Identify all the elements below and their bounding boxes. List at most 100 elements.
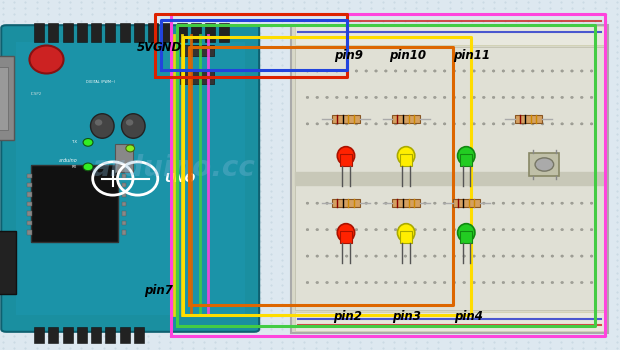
Bar [77, 23, 87, 42]
Ellipse shape [580, 281, 583, 284]
Ellipse shape [531, 255, 534, 257]
Ellipse shape [502, 202, 505, 204]
Ellipse shape [570, 229, 574, 231]
Ellipse shape [414, 281, 417, 284]
Ellipse shape [374, 202, 378, 204]
Ellipse shape [414, 229, 417, 231]
Bar [48, 327, 58, 343]
Ellipse shape [384, 202, 388, 204]
Ellipse shape [306, 281, 309, 284]
Ellipse shape [374, 96, 378, 99]
Ellipse shape [492, 255, 495, 257]
Ellipse shape [541, 229, 544, 231]
Text: pin11: pin11 [453, 49, 490, 63]
Ellipse shape [570, 122, 574, 125]
Bar [460, 231, 472, 243]
Text: pin9: pin9 [334, 49, 363, 63]
Ellipse shape [482, 96, 485, 99]
Ellipse shape [590, 229, 593, 231]
Bar [205, 23, 215, 42]
Bar [392, 199, 420, 207]
Ellipse shape [521, 281, 525, 284]
Bar [134, 23, 144, 42]
Ellipse shape [433, 122, 436, 125]
Ellipse shape [443, 202, 446, 204]
Ellipse shape [394, 70, 397, 72]
Ellipse shape [551, 202, 554, 204]
Ellipse shape [580, 229, 583, 231]
Ellipse shape [365, 122, 368, 125]
Ellipse shape [443, 96, 446, 99]
Ellipse shape [443, 70, 446, 72]
Ellipse shape [492, 96, 495, 99]
Ellipse shape [433, 202, 436, 204]
Ellipse shape [482, 122, 485, 125]
Ellipse shape [316, 202, 319, 204]
Bar [0, 66, 8, 130]
Ellipse shape [316, 255, 319, 257]
Bar [294, 26, 604, 46]
Ellipse shape [453, 70, 456, 72]
Ellipse shape [512, 255, 515, 257]
Text: UNO: UNO [164, 172, 195, 185]
Ellipse shape [472, 281, 476, 284]
Ellipse shape [394, 202, 397, 204]
Ellipse shape [423, 70, 427, 72]
Ellipse shape [482, 70, 485, 72]
Ellipse shape [374, 255, 378, 257]
Ellipse shape [560, 255, 564, 257]
Ellipse shape [423, 122, 427, 125]
Ellipse shape [472, 96, 476, 99]
Ellipse shape [345, 229, 348, 231]
Ellipse shape [335, 229, 339, 231]
Bar [48, 23, 58, 42]
Ellipse shape [355, 202, 358, 204]
Ellipse shape [463, 229, 466, 231]
Ellipse shape [512, 281, 515, 284]
Bar [27, 230, 32, 235]
Bar [515, 115, 542, 123]
Ellipse shape [590, 122, 593, 125]
Ellipse shape [326, 70, 329, 72]
Text: pin2: pin2 [333, 310, 361, 323]
Ellipse shape [472, 202, 476, 204]
Ellipse shape [394, 255, 397, 257]
Ellipse shape [443, 255, 446, 257]
Ellipse shape [316, 229, 319, 231]
Ellipse shape [502, 96, 505, 99]
Ellipse shape [492, 122, 495, 125]
Ellipse shape [345, 281, 348, 284]
Ellipse shape [472, 229, 476, 231]
Ellipse shape [570, 281, 574, 284]
Ellipse shape [355, 281, 358, 284]
Ellipse shape [404, 122, 407, 125]
Bar [162, 23, 172, 42]
Ellipse shape [535, 158, 554, 171]
Ellipse shape [355, 255, 358, 257]
Ellipse shape [126, 119, 133, 126]
Ellipse shape [337, 147, 355, 165]
Bar [122, 183, 126, 187]
Ellipse shape [472, 122, 476, 125]
Ellipse shape [335, 96, 339, 99]
Ellipse shape [521, 122, 525, 125]
Ellipse shape [531, 70, 534, 72]
Ellipse shape [433, 70, 436, 72]
Text: pin3: pin3 [392, 310, 420, 323]
Ellipse shape [590, 70, 593, 72]
Bar [122, 174, 126, 178]
Bar [453, 199, 480, 207]
Ellipse shape [355, 122, 358, 125]
Ellipse shape [492, 229, 495, 231]
Bar [332, 199, 360, 207]
Ellipse shape [404, 96, 407, 99]
Ellipse shape [365, 229, 368, 231]
Bar [77, 327, 87, 343]
Ellipse shape [492, 281, 495, 284]
Ellipse shape [345, 122, 348, 125]
Bar [180, 46, 214, 56]
Ellipse shape [531, 229, 534, 231]
Ellipse shape [423, 96, 427, 99]
Ellipse shape [433, 255, 436, 257]
Bar [400, 154, 412, 166]
